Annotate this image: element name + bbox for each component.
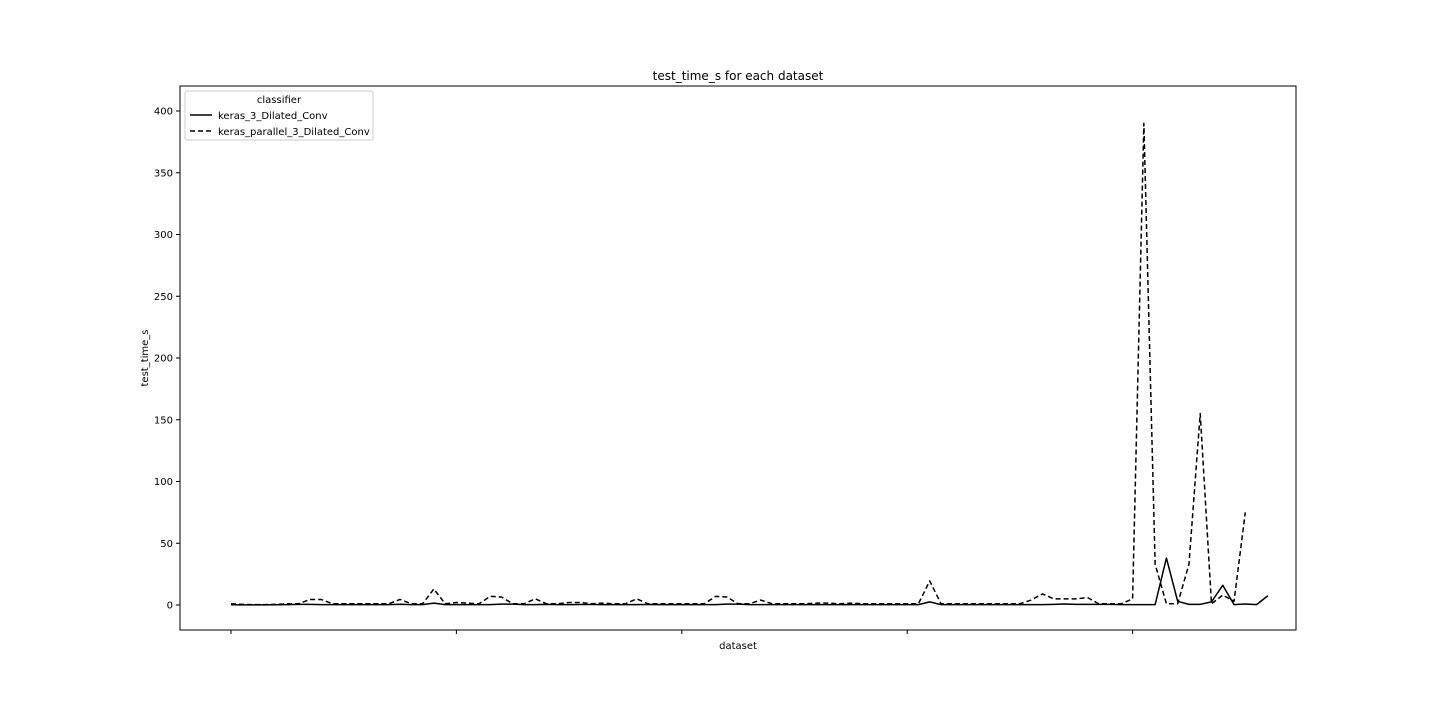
legend-entry-keras-3-dilated-conv: keras_3_Dilated_Conv [218, 111, 328, 122]
y-axis-label: test_time_s [140, 329, 151, 386]
y-axis: 0 50 100 150 200 250 300 350 400 [154, 107, 180, 612]
y-tick-label: 350 [154, 168, 173, 179]
legend-title: classifier [257, 95, 302, 106]
legend-entry-keras-parallel-3-dilated-conv: keras_parallel_3_Dilated_Conv [218, 127, 370, 138]
series-layer [230, 122, 1269, 606]
series-line-keras-3-dilated-conv [230, 557, 1269, 606]
y-tick-label: 150 [154, 415, 173, 426]
y-tick-label: 100 [154, 477, 173, 488]
y-tick-label: 250 [154, 292, 173, 303]
y-tick-label: 400 [154, 107, 173, 118]
chart-title: test_time_s for each dataset [653, 69, 824, 83]
y-tick-label: 300 [154, 230, 173, 241]
legend: classifier keras_3_Dilated_Conv keras_pa… [184, 90, 374, 141]
y-tick-label: 50 [160, 539, 173, 550]
x-axis-label: dataset [719, 641, 757, 652]
y-tick-label: 200 [154, 354, 173, 365]
x-axis [230, 630, 1134, 634]
series-line-keras-parallel-3-dilated-conv [230, 122, 1247, 606]
y-tick-label: 0 [167, 601, 173, 612]
legend-box [184, 90, 374, 141]
